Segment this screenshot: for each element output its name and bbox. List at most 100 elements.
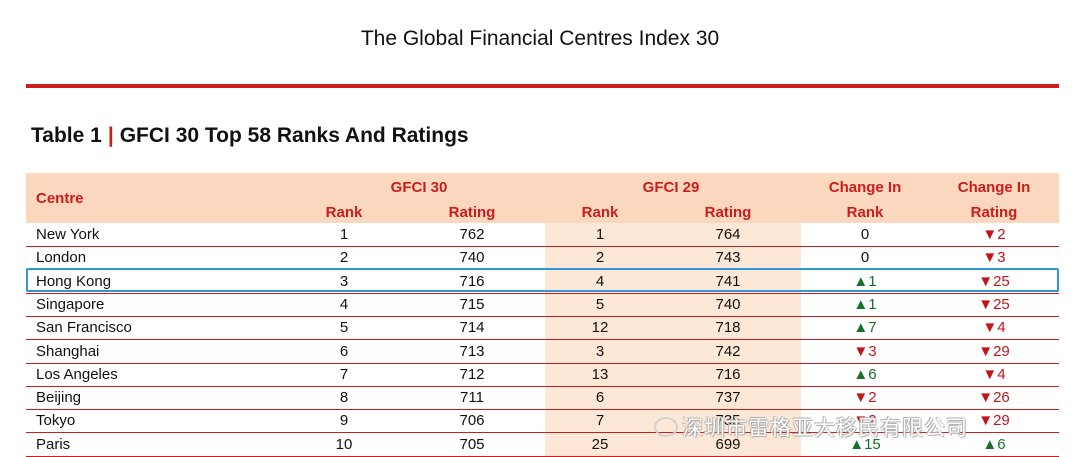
cell-centre: Singapore: [36, 295, 105, 313]
header-gfci30: GFCI 30: [390, 179, 448, 196]
cell-gfci30-rating: 713: [459, 342, 485, 360]
cell-change-rating: ▼26: [978, 389, 1010, 407]
cell-gfci29-rating: 699: [715, 435, 741, 453]
cell-change-rating: ▼25: [978, 295, 1010, 313]
table-row: New York 1 762 1 764 0 ▼2: [26, 223, 1059, 247]
table-row: San Francisco 5 714 12 718 ▲7 ▼4: [26, 316, 1059, 341]
cell-gfci30-rank: 9: [339, 412, 349, 430]
cell-change-rating: ▼3: [982, 249, 1006, 267]
cell-gfci29-rating: 735: [715, 412, 741, 430]
cell-gfci29-rating: 737: [715, 389, 741, 407]
cell-gfci29-rank: 5: [595, 295, 605, 313]
cell-change-rank: ▲6: [853, 365, 877, 383]
cell-gfci30-rating: 706: [459, 412, 485, 430]
cell-change-rank: ▲7: [853, 319, 877, 337]
cell-gfci29-rating: 741: [715, 272, 741, 290]
cell-gfci30-rating: 762: [459, 226, 485, 243]
cell-gfci30-rank: 7: [339, 365, 349, 383]
cell-gfci29-rank: 12: [591, 319, 609, 337]
cell-change-rank: ▼2: [853, 412, 877, 430]
caption-separator: |: [107, 124, 114, 147]
cell-change-rating: ▼4: [982, 365, 1006, 383]
cell-gfci30-rank: 8: [339, 389, 349, 407]
caption-text: GFCI 30 Top 58 Ranks And Ratings: [119, 124, 469, 147]
document-title: The Global Financial Centres Index 30: [360, 27, 720, 50]
watermark-logo-icon: [654, 417, 678, 437]
watermark-text: 深圳市雷格亚大移民有限公司: [682, 416, 968, 440]
caption-prefix: Table 1: [31, 124, 102, 147]
cell-gfci30-rank: 3: [339, 272, 349, 290]
table-caption: Table 1 | GFCI 30 Top 58 Ranks And Ratings: [31, 124, 469, 148]
cell-gfci29-rank: 1: [595, 226, 605, 243]
cell-centre: Hong Kong: [36, 272, 112, 290]
cell-change-rating: ▼25: [978, 272, 1010, 290]
table-row: Tokyo 9 706 7 735 ▼2 ▼29: [26, 409, 1059, 434]
cell-gfci30-rank: 5: [339, 319, 349, 337]
cell-gfci30-rank: 4: [339, 295, 349, 313]
header-centre: Centre: [36, 190, 84, 207]
cell-gfci30-rating: 714: [459, 319, 485, 337]
cell-gfci30-rank: 1: [339, 226, 349, 243]
cell-change-rank: 0: [860, 226, 870, 243]
cell-gfci29-rank: 2: [595, 249, 605, 267]
cell-gfci29-rank: 7: [595, 412, 605, 430]
table-row: Shanghai 6 713 3 742 ▼3 ▼29: [26, 340, 1059, 364]
cell-change-rank: ▲1: [853, 272, 877, 290]
table-header-background: [26, 173, 1059, 223]
cell-centre: New York: [36, 226, 100, 243]
header-change-rank-top: Change In: [828, 179, 902, 196]
header-gfci30-rank: Rank: [325, 204, 363, 221]
cell-centre: Shanghai: [36, 342, 100, 360]
cell-gfci29-rating: 718: [715, 319, 741, 337]
cell-centre: Los Angeles: [36, 365, 118, 383]
cell-gfci30-rating: 740: [459, 249, 485, 267]
cell-centre: London: [36, 249, 87, 267]
cell-gfci30-rating: 716: [459, 272, 485, 290]
cell-centre: San Francisco: [36, 319, 132, 337]
cell-change-rank: 0: [860, 249, 870, 267]
cell-change-rating: ▼29: [978, 342, 1010, 360]
highlighted-row-box: [26, 268, 1059, 292]
table-row: Hong Kong 3 716 4 741 ▲1 ▼25: [26, 270, 1059, 294]
cell-gfci29-rank: 4: [595, 272, 605, 290]
header-gfci29-rating: Rating: [704, 204, 752, 221]
cell-gfci29-rank: 13: [591, 365, 609, 383]
red-divider: [26, 84, 1059, 88]
header-gfci29-rank: Rank: [581, 204, 619, 221]
cell-change-rank: ▼2: [853, 389, 877, 407]
table-row: Los Angeles 7 712 13 716 ▲6 ▼4: [26, 363, 1059, 387]
cell-gfci30-rank: 10: [335, 435, 353, 453]
table-row: London 2 740 2 743 0 ▼3: [26, 246, 1059, 271]
cell-change-rank: ▲15: [849, 435, 881, 453]
header-gfci29: GFCI 29: [642, 179, 700, 196]
cell-gfci29-rank: 3: [595, 342, 605, 360]
cell-gfci30-rating: 711: [460, 389, 484, 407]
header-change-rating-top: Change In: [957, 179, 1031, 196]
watermark: 深圳市雷格亚大移民有限公司: [654, 412, 968, 442]
cell-change-rank: ▲1: [853, 295, 877, 313]
cell-change-rating: ▼29: [978, 412, 1010, 430]
cell-change-rating: ▲6: [982, 435, 1006, 453]
cell-gfci29-rating: 742: [715, 342, 741, 360]
header-gfci30-rating: Rating: [448, 204, 496, 221]
cell-gfci29-rating: 716: [715, 365, 741, 383]
cell-gfci30-rank: 6: [339, 342, 349, 360]
cell-gfci29-rating: 740: [715, 295, 741, 313]
cell-gfci30-rating: 715: [459, 295, 485, 313]
cell-gfci29-rank: 25: [591, 435, 609, 453]
cell-gfci30-rating: 705: [459, 435, 485, 453]
cell-gfci30-rank: 2: [339, 249, 349, 267]
cell-change-rating: ▼2: [982, 226, 1006, 243]
cell-change-rating: ▼4: [982, 319, 1006, 337]
table-row: Beijing 8 711 6 737 ▼2 ▼26: [26, 386, 1059, 411]
cell-gfci29-rank: 6: [595, 389, 605, 407]
cell-change-rank: ▼3: [853, 342, 877, 360]
cell-centre: Paris: [36, 435, 71, 453]
cell-centre: Beijing: [36, 389, 82, 407]
cell-centre: Tokyo: [36, 412, 76, 430]
table-row: Singapore 4 715 5 740 ▲1 ▼25: [26, 293, 1059, 317]
header-change-rating-bottom: Rating: [970, 204, 1018, 221]
cell-gfci29-rating: 743: [715, 249, 741, 267]
cell-gfci30-rating: 712: [459, 365, 485, 383]
cell-gfci29-rating: 764: [715, 226, 741, 243]
